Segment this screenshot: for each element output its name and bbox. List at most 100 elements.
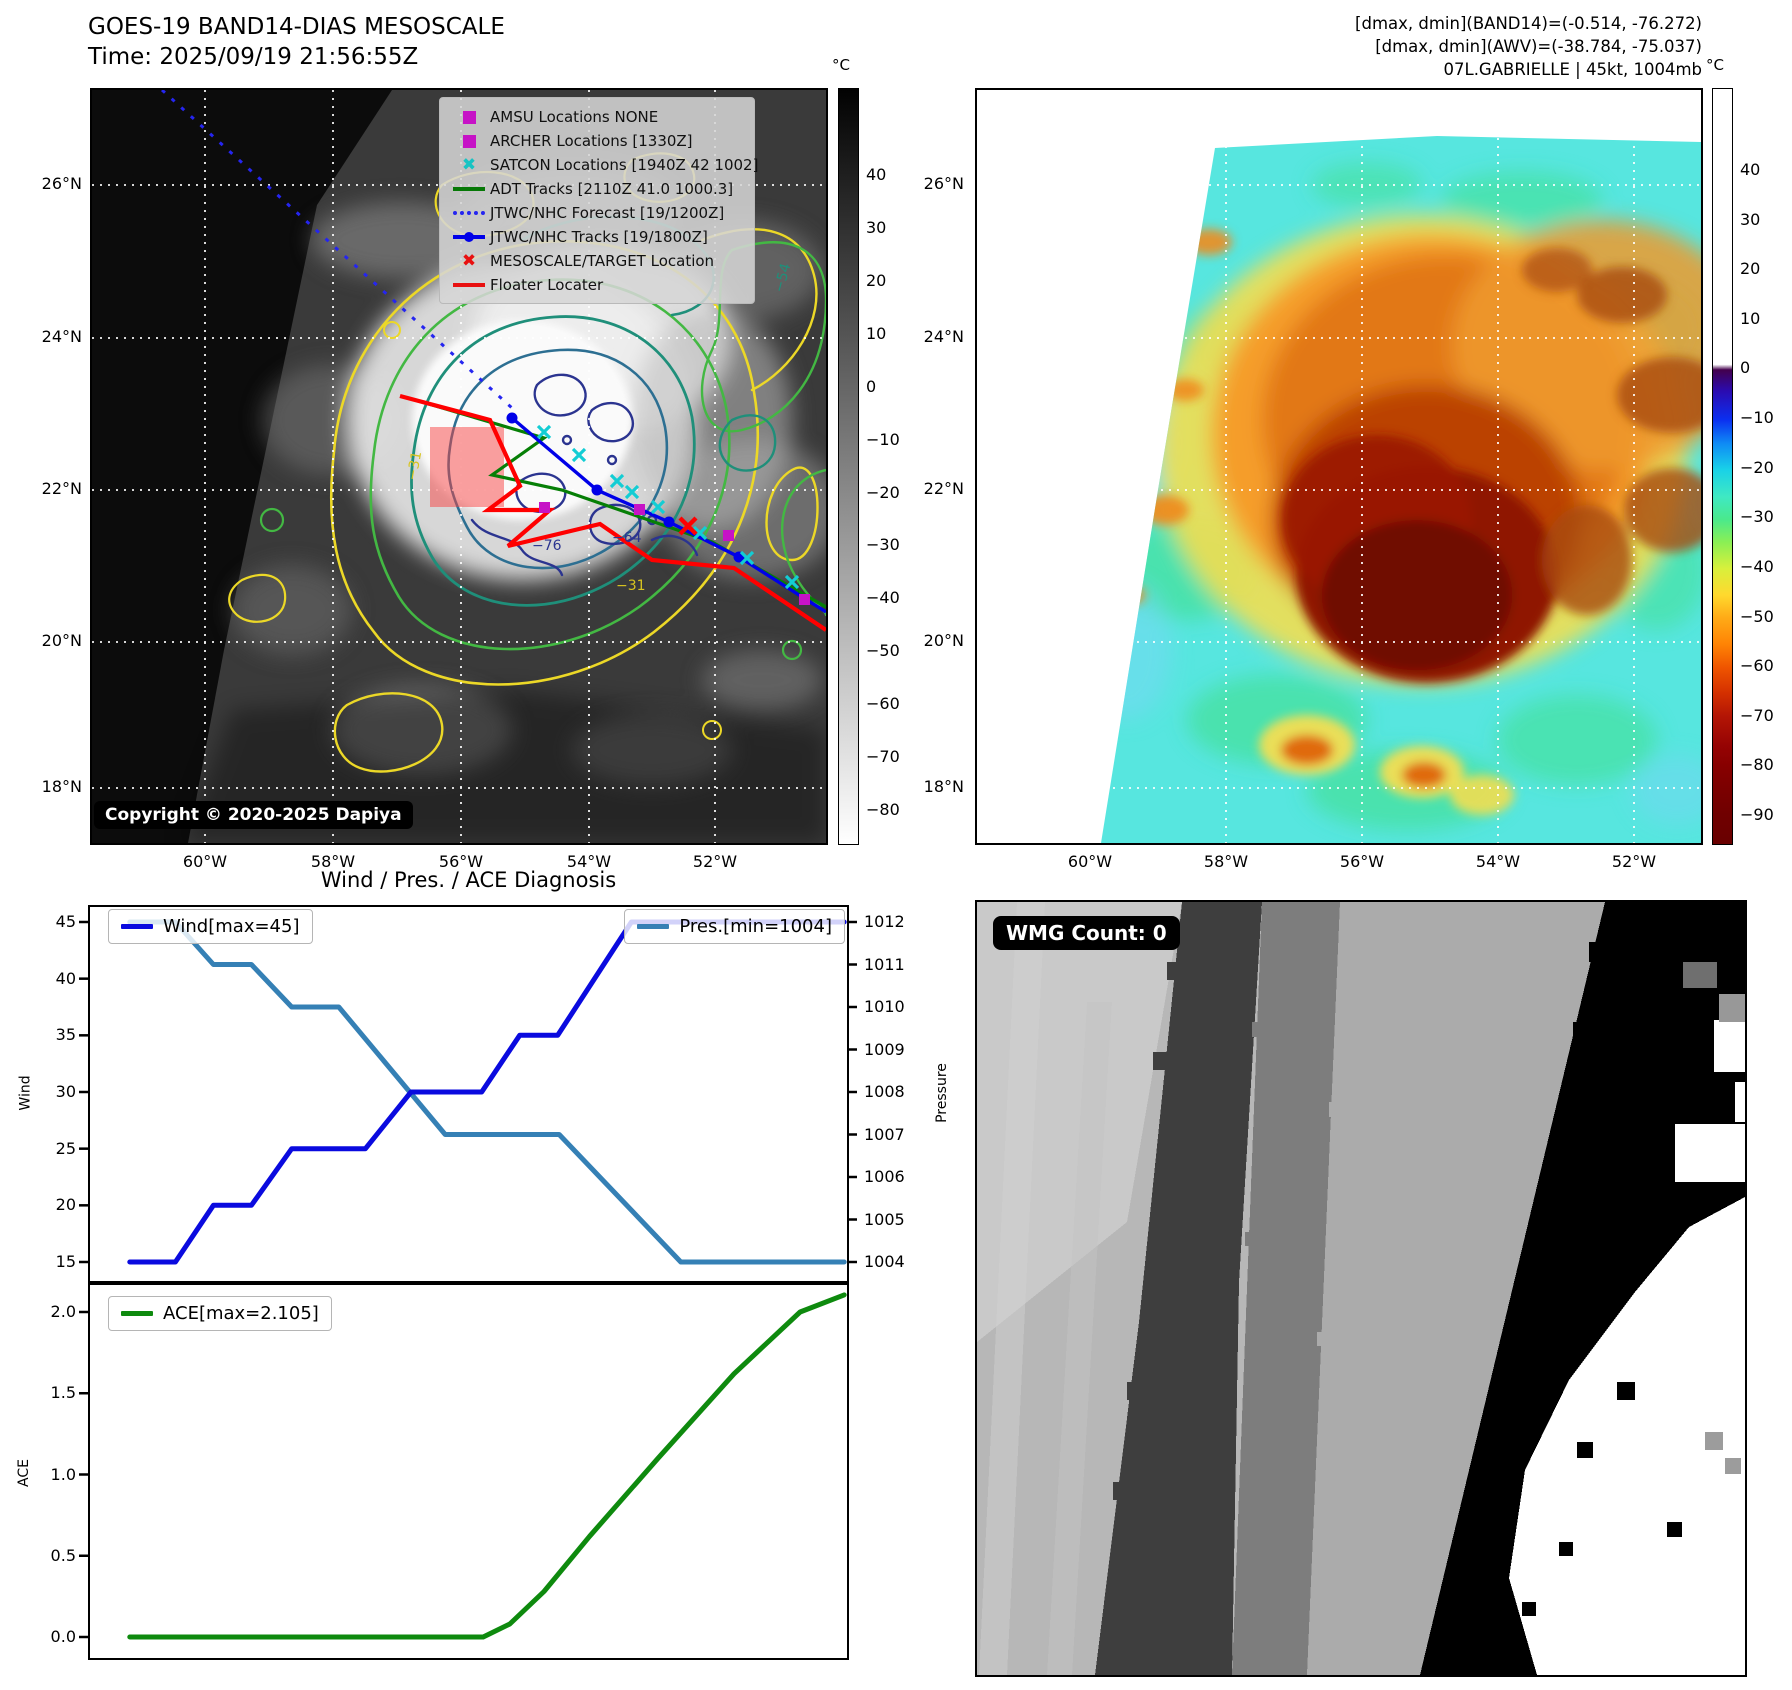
colorbar1-unit: °C (832, 56, 850, 74)
legend-label: MESOSCALE/TARGET Location (490, 252, 715, 270)
map2-gridlines (977, 90, 1701, 843)
ace-legend-label: ACE[max=2.105] (163, 1303, 319, 1324)
awv-colorbar-tick: −60 (1740, 656, 1774, 676)
floater-locater-line (399, 393, 826, 632)
legend-marker-x: ✖ (461, 250, 477, 271)
wind-tick: 40 (55, 968, 76, 988)
info-band14-range: [dmax, dmin](BAND14)=(-0.514, -76.272) (1355, 14, 1702, 33)
legend-item-0: AMSU Locations NONE (448, 105, 746, 129)
awv-colorbar (1712, 88, 1733, 845)
pressure-legend: Pres.[min=1004] (624, 909, 845, 944)
band14-colorbar-tick: −70 (866, 747, 900, 767)
legend-marker-line (448, 187, 490, 191)
copyright-badge: Copyright © 2020-2025 Dapiya (94, 801, 413, 829)
awv-colorbar-tick: −50 (1740, 606, 1774, 626)
awv-map-panel (975, 88, 1703, 845)
awv-colorbar-tick: 40 (1740, 160, 1761, 179)
map1-lon-label: 54°W (566, 852, 612, 871)
band14-map-panel: AMSU Locations NONE ARCHER Locations [133… (90, 88, 828, 845)
wind-legend-swatch (121, 924, 153, 929)
pressure-tick: 1006 (864, 1167, 905, 1186)
legend-label: AMSU Locations NONE (490, 108, 659, 126)
legend-label: SATCON Locations [1940Z 42 1002] (490, 156, 759, 174)
map2-lon-label: 56°W (1339, 852, 1385, 871)
contour-label-3: −64 (612, 530, 642, 546)
contour-label-2: −76 (532, 538, 562, 554)
band14-colorbar-tick: −80 (866, 800, 900, 819)
map1-lat-label: 22°N (41, 479, 82, 498)
wind-tick: 45 (55, 912, 76, 931)
wind-legend: Wind[max=45] (108, 909, 313, 944)
pressure-axis-label: Pressure (933, 1063, 950, 1123)
map2-lat-label: 22°N (923, 479, 964, 498)
ace-chart (88, 1283, 849, 1660)
legend-label: JTWC/NHC Forecast [19/1200Z] (490, 204, 725, 222)
satcon-markers (536, 424, 800, 590)
target-x-marker (678, 516, 698, 536)
map1-lon-label: 58°W (310, 852, 356, 871)
legend-label: JTWC/NHC Tracks [19/1800Z] (490, 228, 708, 246)
map2-lon-label: 52°W (1611, 852, 1657, 871)
info-awv-range: [dmax, dmin](AWV)=(-38.784, -75.037) (1375, 37, 1702, 56)
wind-pressure-chart (88, 905, 849, 1283)
wmg-panel: WMG Count: 0 (975, 900, 1747, 1677)
wind-tick: 25 (55, 1138, 76, 1158)
pressure-tick: 1009 (864, 1039, 905, 1059)
map2-lat-label: 26°N (923, 174, 964, 193)
ace-axis-label: ACE (15, 1459, 32, 1487)
legend-label: ADT Tracks [2110Z 41.0 1000.3] (490, 180, 734, 198)
band14-colorbar-tick: −30 (866, 535, 900, 555)
awv-colorbar-tick: −20 (1740, 457, 1774, 477)
ace-tick: 2.0 (50, 1302, 76, 1321)
ace-legend: ACE[max=2.105] (108, 1296, 332, 1331)
contour-label-4: −31 (616, 578, 646, 594)
page-title: GOES-19 BAND14-DIAS MESOSCALE (88, 14, 505, 40)
map1-lat-label: 26°N (41, 174, 82, 193)
legend-marker-x: ✖ (461, 154, 477, 175)
band14-colorbar-tick: −10 (866, 429, 900, 449)
archer-markers (539, 502, 810, 605)
awv-colorbar-tick: −80 (1740, 755, 1774, 775)
legend-marker-line (448, 283, 490, 287)
pressure-tick: 1011 (864, 954, 905, 974)
map1-lat-label: 24°N (41, 327, 82, 346)
map2-lon-label: 58°W (1203, 852, 1249, 871)
map2-lon-label: 54°W (1475, 852, 1521, 871)
map1-lon-label: 60°W (182, 852, 228, 871)
band14-colorbar-tick: −20 (866, 482, 900, 502)
legend-marker-square (448, 110, 490, 124)
wind-tick: 15 (55, 1252, 76, 1271)
legend-item-2: ✖ SATCON Locations [1940Z 42 1002] (448, 153, 759, 177)
wind-tick: 35 (55, 1025, 76, 1045)
awv-colorbar-tick: −70 (1740, 705, 1774, 725)
awv-colorbar-tick: −40 (1740, 556, 1774, 576)
jtwc-forecast-line (160, 90, 514, 410)
legend-marker-square (448, 134, 490, 148)
jtwc-track-points (506, 412, 745, 563)
band14-colorbar-tick: 40 (866, 165, 887, 184)
map1-lat-label: 18°N (41, 777, 82, 796)
awv-colorbar-tick: −10 (1740, 408, 1774, 428)
map2-lat-label: 18°N (923, 777, 964, 796)
map1-lat-label: 20°N (41, 631, 82, 650)
pressure-tick: 1012 (864, 912, 905, 931)
ace-tick: 0.5 (50, 1545, 76, 1565)
legend-item-1: ARCHER Locations [1330Z] (448, 129, 746, 153)
map1-lon-label: 56°W (438, 852, 484, 871)
band14-colorbar-tick: −50 (866, 641, 900, 661)
legend-item-4: JTWC/NHC Forecast [19/1200Z] (448, 201, 746, 225)
band14-colorbar-tick: 30 (866, 217, 887, 237)
legend-item-5: JTWC/NHC Tracks [19/1800Z] (448, 225, 746, 249)
legend-label: ARCHER Locations [1330Z] (490, 132, 693, 150)
header-info-block: [dmax, dmin](BAND14)=(-0.514, -76.272) [… (1355, 12, 1702, 81)
ace-tick: 1.0 (50, 1464, 76, 1484)
awv-colorbar-tick: 10 (1740, 308, 1761, 328)
pressure-legend-swatch (637, 924, 670, 929)
awv-colorbar-tick: 30 (1740, 209, 1761, 229)
band14-colorbar-tick: 20 (866, 270, 887, 290)
colorbar2-unit: °C (1706, 56, 1724, 74)
legend-item-6: ✖ MESOSCALE/TARGET Location (448, 249, 746, 273)
wind-legend-label: Wind[max=45] (163, 916, 300, 937)
wind-tick: 20 (55, 1195, 76, 1215)
